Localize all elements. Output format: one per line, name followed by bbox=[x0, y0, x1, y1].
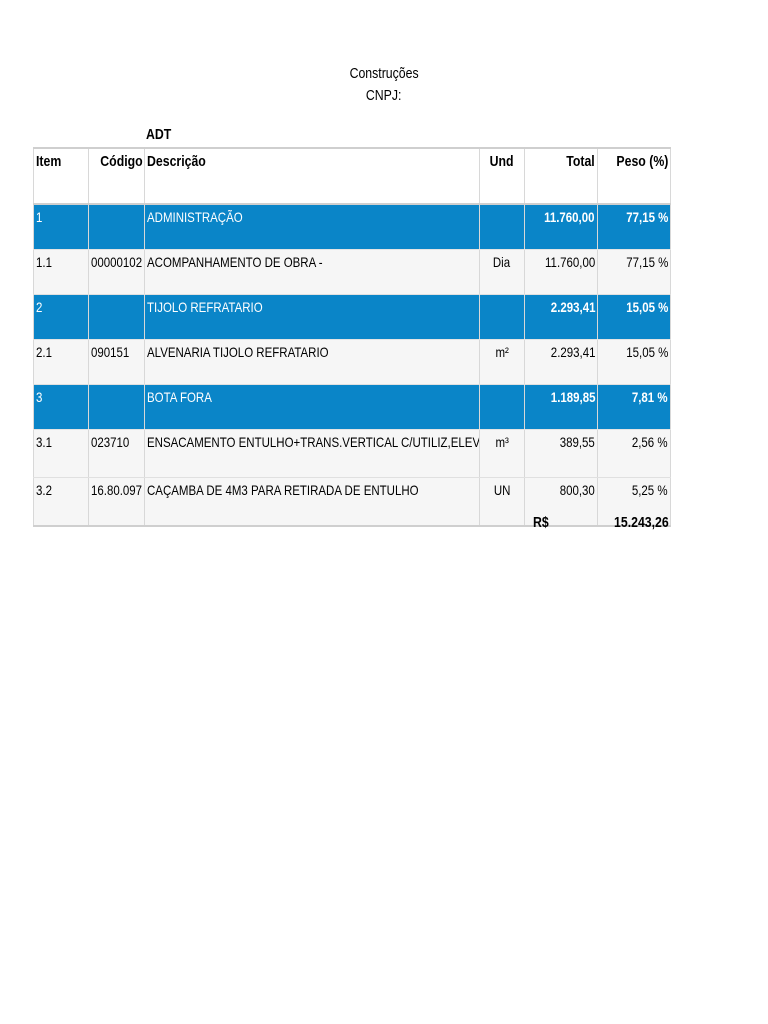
column-header-total: Total bbox=[524, 147, 598, 205]
column-header-description: Descrição bbox=[144, 147, 480, 205]
company-name: Construções bbox=[349, 65, 419, 82]
row-unit bbox=[479, 294, 525, 340]
row-code: 090151 bbox=[88, 339, 145, 385]
row-item: 3.2 bbox=[33, 477, 89, 527]
row-item: 3.1 bbox=[33, 429, 89, 478]
grand-total: 15.243,26 bbox=[614, 514, 669, 531]
row-item: 3 bbox=[33, 384, 89, 430]
row-unit: m² bbox=[479, 339, 525, 385]
row-item: 1.1 bbox=[33, 249, 89, 295]
row-weight: 7,81 % bbox=[597, 384, 671, 430]
document-title: ADT bbox=[146, 126, 172, 143]
row-item: 2.1 bbox=[33, 339, 89, 385]
row-weight: 15,05 % bbox=[597, 339, 671, 385]
row-code bbox=[88, 294, 145, 340]
row-item: 1 bbox=[33, 204, 89, 250]
table-row: 3.1 023710 ENSACAMENTO ENTULHO+TRANS.VER… bbox=[33, 429, 671, 478]
row-total: 389,55 bbox=[524, 429, 598, 478]
row-code bbox=[88, 384, 145, 430]
row-weight: 5,25 % bbox=[597, 477, 671, 527]
row-total: 1.189,85 bbox=[524, 384, 598, 430]
row-code: 16.80.097 bbox=[88, 477, 145, 527]
row-code bbox=[88, 204, 145, 250]
row-unit: m³ bbox=[479, 429, 525, 478]
row-total: 2.293,41 bbox=[524, 339, 598, 385]
row-description: TIJOLO REFRATARIO bbox=[144, 294, 480, 340]
table-group-row: 2 TIJOLO REFRATARIO 2.293,41 15,05 % bbox=[33, 294, 671, 340]
row-total: 800,30 bbox=[524, 477, 598, 527]
row-unit bbox=[479, 384, 525, 430]
column-header-item: Item bbox=[33, 147, 89, 205]
table-group-row: 1 ADMINISTRAÇÃO 11.760,00 77,15 % bbox=[33, 204, 671, 250]
column-header-code: Código bbox=[88, 147, 145, 205]
row-weight: 77,15 % bbox=[597, 249, 671, 295]
row-unit: UN bbox=[479, 477, 525, 527]
row-total: 2.293,41 bbox=[524, 294, 598, 340]
row-description: BOTA FORA bbox=[144, 384, 480, 430]
row-description: ACOMPANHAMENTO DE OBRA - bbox=[144, 249, 480, 295]
table-row: 1.1 00000102 ACOMPANHAMENTO DE OBRA - Di… bbox=[33, 249, 671, 295]
row-weight: 2,56 % bbox=[597, 429, 671, 478]
row-total: 11.760,00 bbox=[524, 249, 598, 295]
column-header-unit: Und bbox=[479, 147, 525, 205]
row-code: 023710 bbox=[88, 429, 145, 478]
table-header-row: Item Código Descrição Und Total Peso (%) bbox=[33, 147, 671, 205]
budget-table: Item Código Descrição Und Total Peso (%)… bbox=[33, 147, 671, 527]
row-item: 2 bbox=[33, 294, 89, 340]
row-description: CAÇAMBA DE 4M3 PARA RETIRADA DE ENTULHO bbox=[144, 477, 480, 527]
row-unit: Dia bbox=[479, 249, 525, 295]
cnpj-label: CNPJ: bbox=[366, 87, 402, 104]
row-total: 11.760,00 bbox=[524, 204, 598, 250]
currency-label: R$ bbox=[533, 514, 549, 531]
table-row: 3.2 16.80.097 CAÇAMBA DE 4M3 PARA RETIRA… bbox=[33, 477, 671, 527]
row-description: ALVENARIA TIJOLO REFRATARIO bbox=[144, 339, 480, 385]
row-unit bbox=[479, 204, 525, 250]
row-description: ENSACAMENTO ENTULHO+TRANS.VERTICAL C/UTI… bbox=[144, 429, 480, 478]
table-row: 2.1 090151 ALVENARIA TIJOLO REFRATARIO m… bbox=[33, 339, 671, 385]
row-description: ADMINISTRAÇÃO bbox=[144, 204, 480, 250]
table-group-row: 3 BOTA FORA 1.189,85 7,81 % bbox=[33, 384, 671, 430]
column-header-weight: Peso (%) bbox=[597, 147, 671, 205]
row-code: 00000102 bbox=[88, 249, 145, 295]
row-weight: 15,05 % bbox=[597, 294, 671, 340]
row-weight: 77,15 % bbox=[597, 204, 671, 250]
